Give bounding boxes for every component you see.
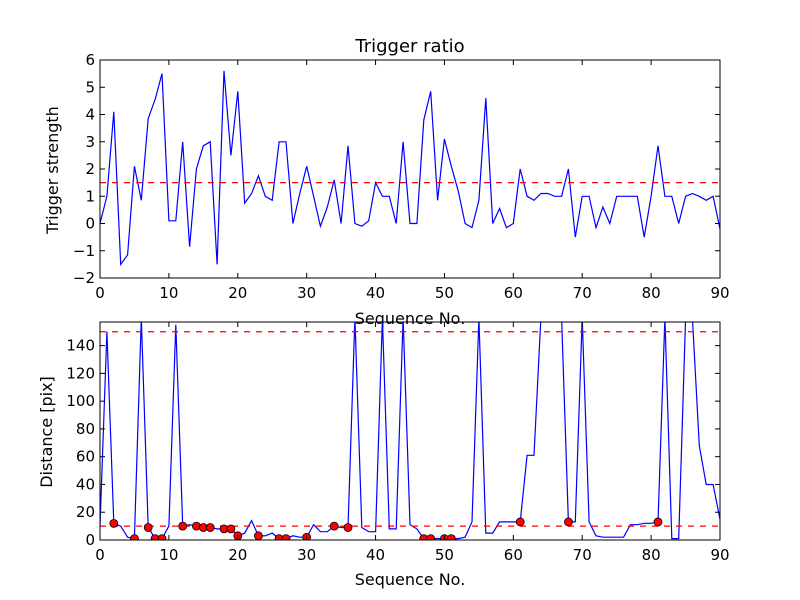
top-axes-frame [99,59,721,279]
bottom-marker-point [653,517,663,527]
bottom-x-axis-label: Sequence No. [355,570,466,589]
bottom-axes-frame [99,321,721,541]
distance-panel: Sequence No. Distance [pix] 0 10 20 30 40 50 6… [37,321,730,589]
bottom-marker-point [446,534,456,540]
bottom-x-tick-label: 50 [435,546,454,564]
top-y-tick-label: 3 [85,133,95,151]
top-x-tick-label: 90 [710,284,729,302]
bottom-marker-point [281,534,291,540]
bottom-marker-point [109,518,119,528]
bottom-x-tick-label: 60 [504,546,523,564]
bottom-y-tick-label: 120 [66,364,95,382]
top-y-tick-label: 6 [85,51,95,69]
bottom-marker-point [226,524,236,534]
trigger-ratio-panel: Trigger ratio Sequence No. Trigger stren… [43,36,730,328]
bottom-y-tick-label: 60 [76,448,95,466]
bottom-y-tick-label: 100 [66,392,95,410]
bottom-x-tick-label: 20 [228,546,247,564]
bottom-marker-point [343,523,353,532]
top-x-tick-label: 50 [435,284,454,302]
top-x-tick-label: 80 [642,284,661,302]
bottom-x-tick-label: 70 [573,546,592,564]
top-x-tick-label: 10 [159,284,178,302]
bottom-marker-point [515,517,525,527]
bottom-marker-point [254,531,263,540]
top-x-tick-label: 70 [573,284,592,302]
bottom-x-tick-label: 80 [642,546,661,564]
top-y-tick-label: 2 [85,160,95,178]
top-y-tick-label: 4 [85,106,95,124]
bottom-y-axis-label: Distance [pix] [37,376,56,488]
bottom-y-tick-label: 0 [85,531,95,549]
top-y-axis-label: Trigger strength [43,106,62,235]
top-chart-title: Trigger ratio [354,36,464,57]
top-x-tick-label: 20 [228,284,247,302]
top-x-axis-label: Sequence No. [355,309,466,328]
top-y-tick-label: 5 [85,78,95,96]
bottom-marker-point [130,534,139,540]
top-y-tick-label: −1 [73,242,95,260]
top-plot-area: 0 10 20 30 40 50 60 70 80 90 −2 −1 0 1 2 3 4 5 6 [73,51,730,302]
bottom-plot-area: 0 10 20 30 40 50 60 70 80 90 0 20 40 60 80 100 120 140 [66,321,730,564]
bottom-series-line [100,322,720,540]
bottom-marker-point [178,521,188,531]
bottom-marker-point [143,523,153,532]
bottom-x-tick-label: 0 [95,546,105,564]
bottom-x-tick-label: 10 [159,546,178,564]
bottom-marker-point [426,534,436,540]
bottom-marker-point [157,534,167,540]
top-x-tick-label: 30 [297,284,316,302]
bottom-marker-point [329,521,339,531]
top-x-tick-label: 40 [366,284,385,302]
bottom-marker-point [205,523,215,532]
bottom-marker-point [564,517,573,527]
bottom-x-tick-label: 30 [297,546,316,564]
bottom-plot-content [100,322,720,540]
bottom-x-tick-label: 40 [366,546,385,564]
top-plot-content [100,70,720,267]
top-series-line [100,70,720,267]
top-y-tick-label: −2 [73,269,95,287]
bottom-y-tick-label: 80 [76,420,95,438]
bottom-y-tick-label: 140 [66,337,95,355]
top-y-tick-label: 0 [85,215,95,233]
bottom-x-tick-label: 90 [710,546,729,564]
top-x-tick-label: 0 [95,284,105,302]
top-y-tick-label: 1 [85,187,95,205]
bottom-y-tick-label: 20 [76,503,95,521]
bottom-y-tick-label: 40 [76,475,95,493]
top-x-tick-label: 60 [504,284,523,302]
